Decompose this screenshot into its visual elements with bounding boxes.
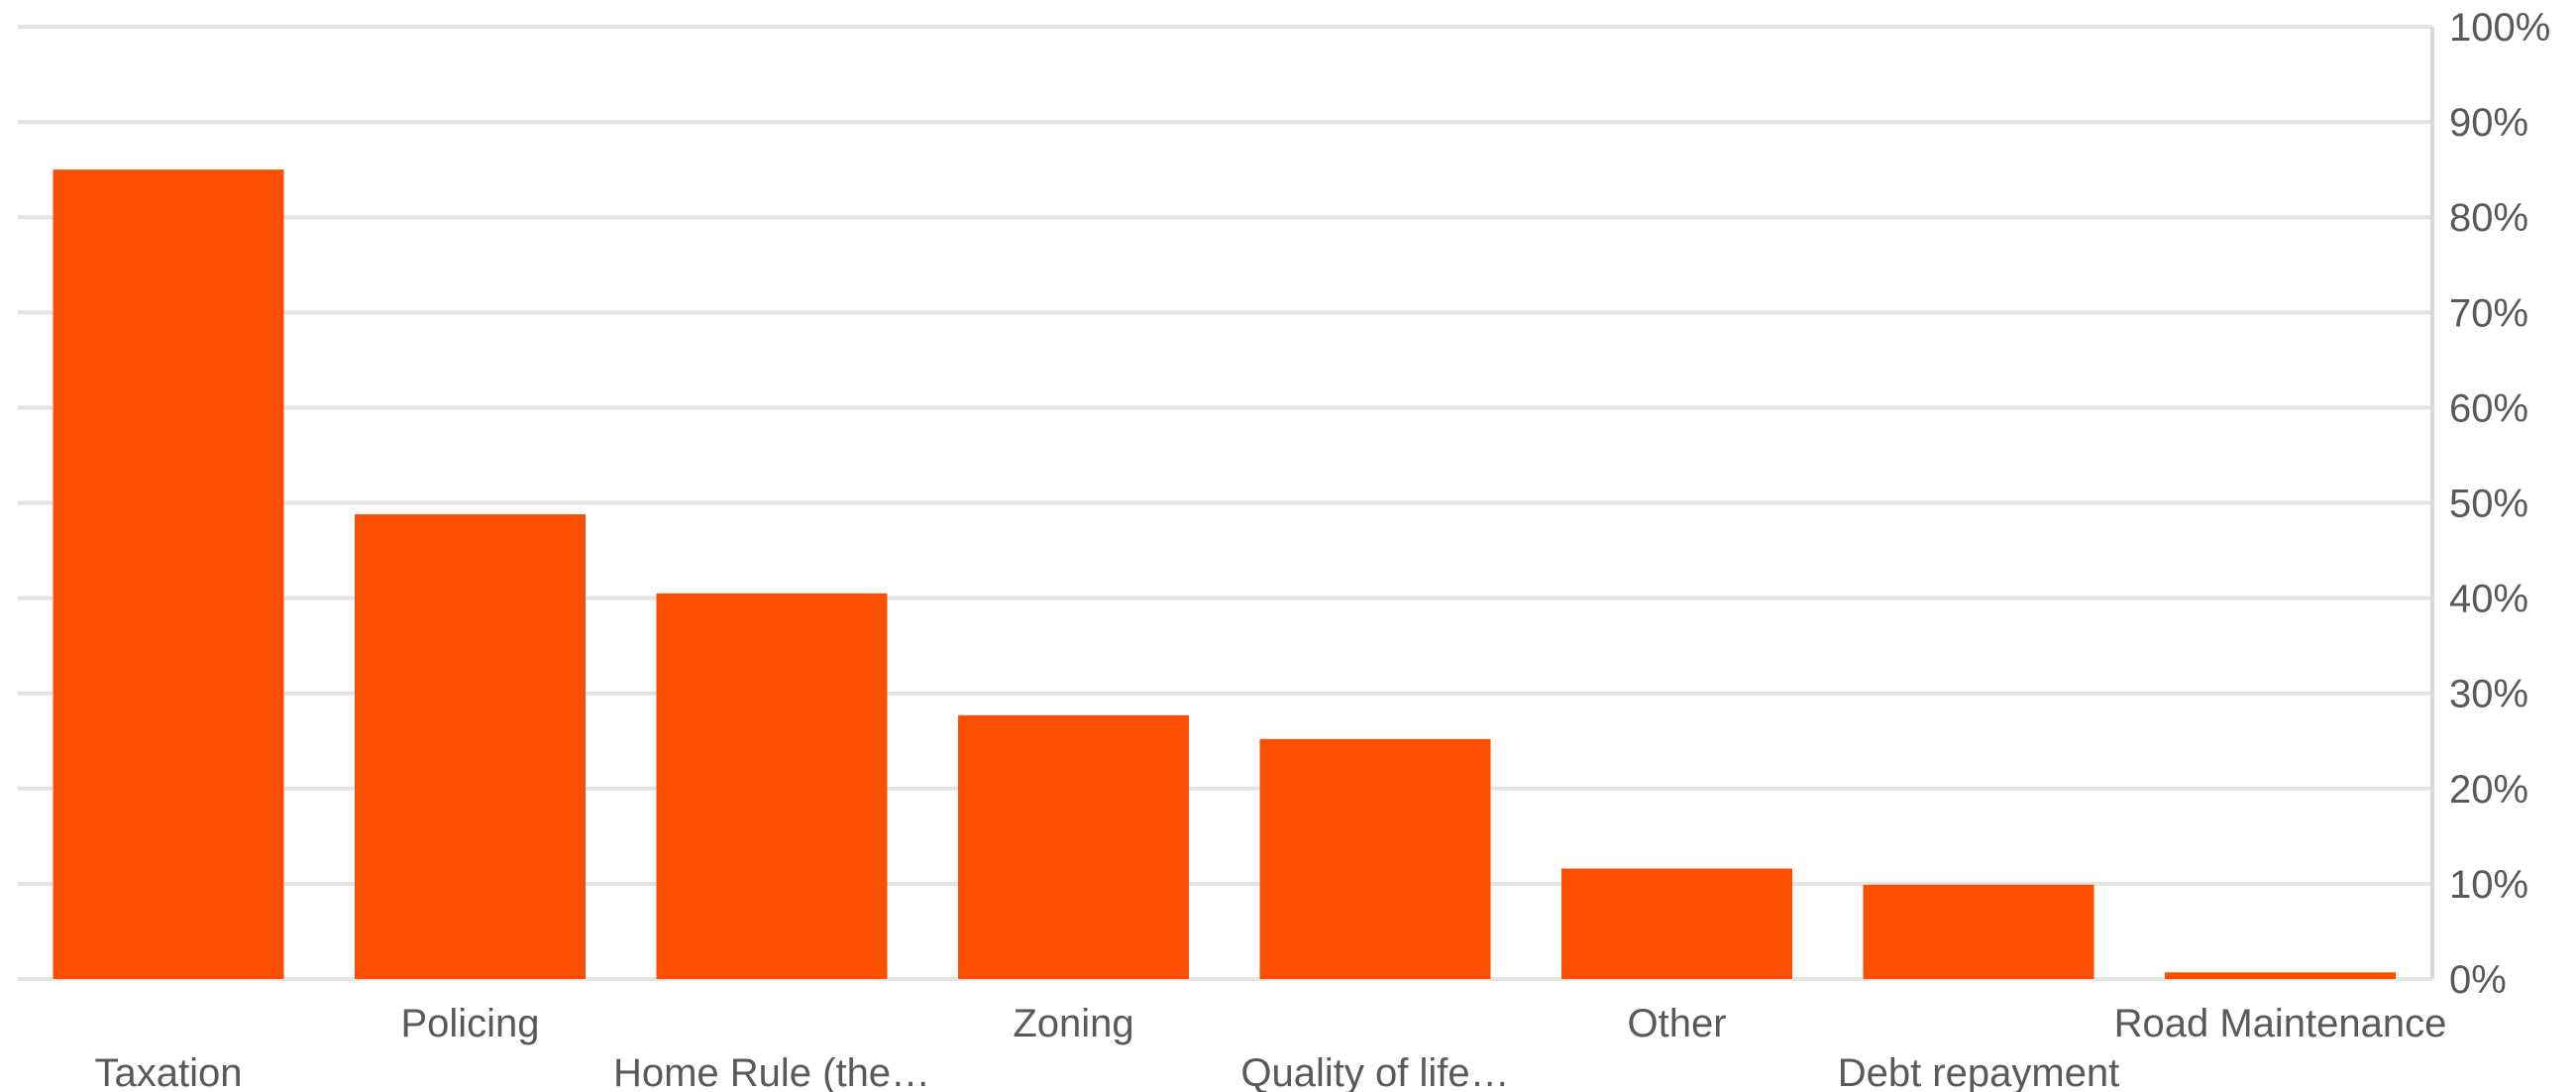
- x-category-label: Home Rule (the…: [613, 1051, 930, 1092]
- bar: [1561, 868, 1792, 979]
- x-category-label: Zoning: [1013, 1002, 1133, 1045]
- bars: [53, 169, 2396, 979]
- bar: [656, 593, 888, 979]
- bar: [355, 514, 586, 979]
- y-tick-label: 70%: [2449, 291, 2528, 335]
- bar: [2165, 972, 2396, 979]
- bar: [958, 714, 1189, 979]
- x-axis-labels: Taxation Policing Home Rule (the… Zoning Qua…: [95, 1002, 2447, 1092]
- x-category-label: Taxation: [95, 1051, 243, 1092]
- bar: [1863, 884, 2094, 979]
- y-axis-ticks: 0% 10% 20% 30% 40% 50% 60% 70% 80% 90% 100%: [2449, 6, 2550, 1002]
- y-tick-label: 20%: [2449, 768, 2528, 812]
- y-tick-label: 0%: [2449, 958, 2507, 1002]
- y-tick-label: 60%: [2449, 386, 2528, 430]
- bar: [1259, 738, 1491, 979]
- y-tick-label: 30%: [2449, 673, 2528, 716]
- x-category-label: Road Maintenance: [2114, 1002, 2447, 1045]
- y-tick-label: 90%: [2449, 101, 2528, 145]
- y-tick-label: 40%: [2449, 578, 2528, 621]
- x-category-label: Quality of life…: [1240, 1051, 1509, 1092]
- x-category-label: Other: [1627, 1002, 1726, 1045]
- bar: [53, 169, 284, 979]
- x-category-label: Debt repayment: [1838, 1051, 2120, 1092]
- y-tick-label: 10%: [2449, 863, 2528, 907]
- y-tick-label: 50%: [2449, 483, 2528, 526]
- y-tick-label: 80%: [2449, 196, 2528, 240]
- y-tick-label: 100%: [2449, 6, 2550, 50]
- x-category-label: Policing: [400, 1002, 539, 1045]
